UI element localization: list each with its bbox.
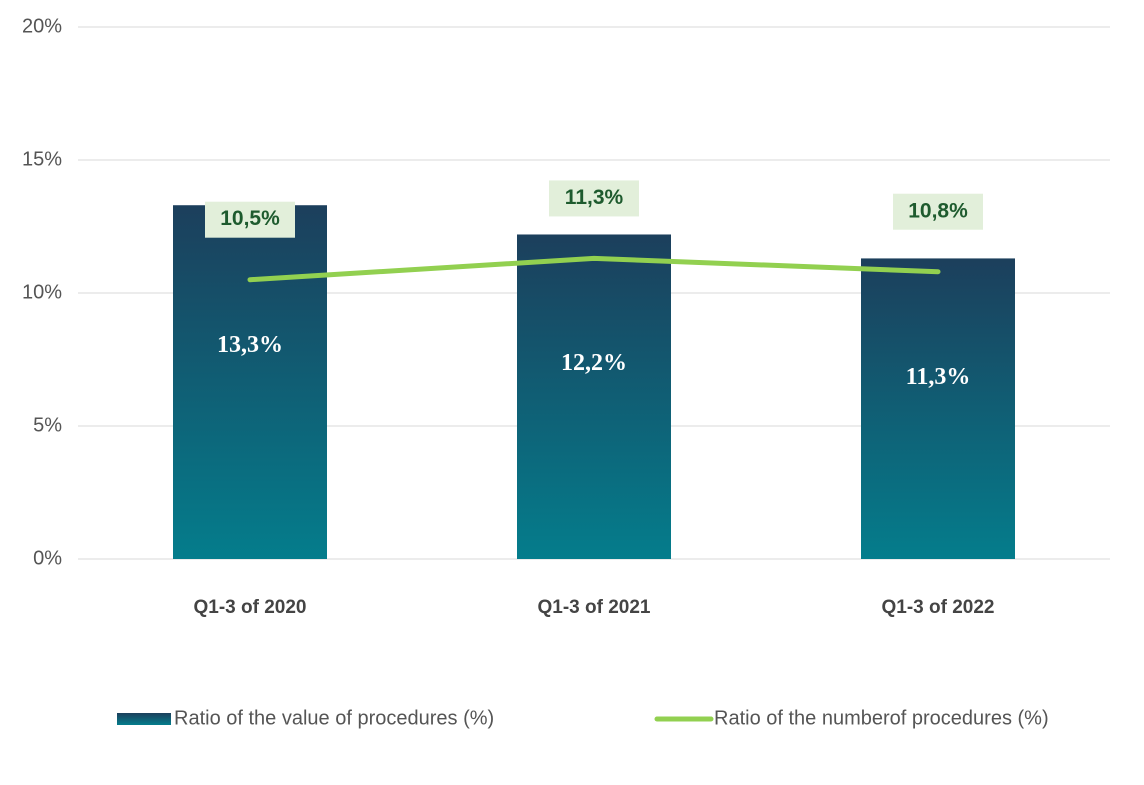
line	[247, 255, 941, 283]
bar-label: 11,3%	[906, 364, 971, 390]
bar	[517, 234, 671, 560]
y-tick-label: 5%	[33, 414, 62, 436]
label-box	[893, 193, 983, 230]
y-tick-label: 0%	[33, 547, 62, 569]
x-tick-label: Q1-3 of 2020	[194, 597, 307, 618]
x-tick-label: Q1-3 of 2021	[538, 597, 651, 618]
label-box	[205, 201, 295, 238]
bar-label: 12,2%	[561, 350, 627, 376]
label-box	[549, 180, 639, 217]
bar	[173, 205, 327, 559]
legend-label: Ratio of the value of procedures (%)	[174, 707, 494, 729]
y-tick-label: 10%	[22, 281, 62, 303]
y-tick-label: 15%	[22, 148, 62, 170]
legend-swatch	[117, 713, 171, 725]
bar-label: 13,3%	[217, 332, 283, 358]
bar	[861, 258, 1015, 559]
legend-label: Ratio of the numberof procedures (%)	[714, 707, 1049, 729]
line-label: 10,8%	[908, 199, 968, 222]
line-label: 11,3%	[565, 186, 624, 209]
x-tick-label: Q1-3 of 2022	[882, 597, 995, 618]
y-tick-label: 20%	[22, 15, 62, 37]
line-label: 10,5%	[220, 207, 280, 230]
